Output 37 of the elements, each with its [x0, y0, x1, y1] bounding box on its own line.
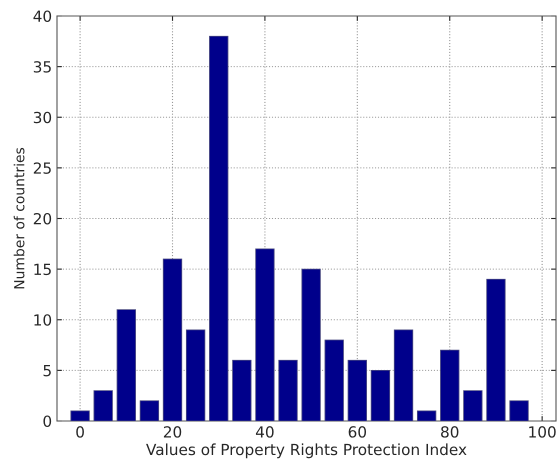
bar: [301, 268, 321, 421]
x-tick-label: 100: [529, 426, 556, 438]
y-tick-label: 20: [34, 212, 52, 225]
bar: [370, 370, 390, 421]
y-tick-label: 40: [33, 10, 52, 22]
bar: [94, 390, 113, 421]
bar: [463, 390, 482, 421]
bar: [440, 350, 460, 421]
bar: [116, 309, 136, 421]
y-tick-label: 35: [34, 61, 51, 73]
x-tick-label: 0: [76, 426, 84, 438]
bar: [278, 360, 298, 421]
x-tick-label: 40: [256, 426, 274, 438]
bar: [209, 36, 228, 421]
y-tick-label: 30: [34, 112, 52, 124]
bar: [232, 360, 252, 421]
bar: [486, 278, 506, 421]
bar: [162, 258, 182, 421]
x-tick-label: 80: [441, 426, 458, 438]
y-tick-label: 25: [34, 162, 51, 174]
bar: [416, 410, 436, 421]
y-tick-label: 0: [43, 415, 52, 428]
y-tick-label: 15: [34, 264, 51, 276]
bar: [324, 340, 344, 421]
x-axis-title: Values of Property Rights Protection Index: [146, 443, 467, 458]
bar: [140, 400, 160, 421]
x-tick-label: 60: [348, 426, 366, 438]
y-tick-label: 10: [34, 314, 52, 326]
y-axis-title: Number of countries: [14, 148, 24, 288]
bar: [70, 410, 90, 421]
bar: [186, 329, 206, 421]
y-tick-label: 5: [44, 365, 51, 376]
bar: [348, 360, 367, 421]
bar: [509, 400, 529, 421]
bar: [394, 329, 414, 421]
bar: [255, 248, 275, 421]
x-tick-label: 20: [164, 426, 182, 438]
